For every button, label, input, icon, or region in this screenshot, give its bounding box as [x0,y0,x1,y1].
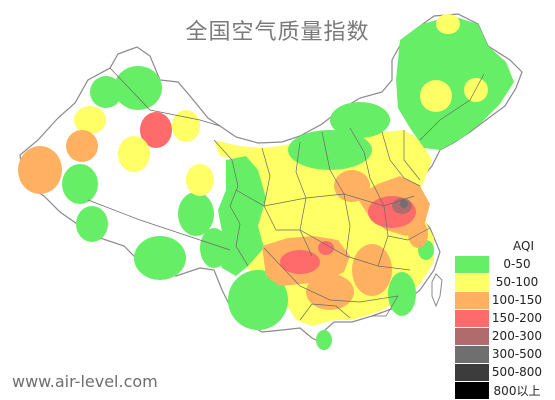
legend-rows: 0-50 50-100 100-150 150-200 200-300 300-500 50… [455,255,545,399]
province-boundaries [87,67,485,321]
region-sensitive-kashgar [18,146,62,194]
region-good-tibet-3 [200,228,228,268]
region-moderate-xinjiang-3 [118,136,150,172]
legend-item: 100-150 [455,291,545,309]
region-good-northeast [396,16,514,150]
legend-item: 500-800 [455,363,545,381]
legend-label: 100-150 [491,293,543,307]
region-good-north [288,130,372,170]
legend-swatch [455,381,489,399]
legend-label: 150-200 [491,311,543,325]
legend-item: 50-100 [455,273,545,291]
region-good-hainan [316,330,332,350]
legend-item: 300-500 [455,345,545,363]
legend-label: 0-50 [503,257,531,271]
region-hazardous-core [400,200,408,208]
region-unhealthy-chongqing [318,241,334,255]
legend-item: 200-300 [455,327,545,345]
aqi-legend: AQI 0-50 50-100 100-150 150-200 200-300 300-5… [455,237,545,399]
taiwan-outline [431,273,443,308]
legend-label: 200-300 [491,329,543,343]
region-moderate-ne-3 [420,80,452,112]
region-good-yunnan [228,270,288,330]
legend-title: AQI [513,239,534,253]
legend-swatch [455,327,489,345]
region-good-xinjiang-south [76,206,108,242]
region-sensitive-hunan [352,244,392,296]
website-watermark: www.air-level.com [12,372,158,391]
region-good-inner-mongolia [330,102,390,138]
legend-swatch [455,363,489,381]
legend-item: 0-50 [455,255,545,273]
legend-swatch [455,255,489,273]
region-sensitive-xinjiang-2 [66,130,98,162]
region-sensitive-yangtze [408,220,428,248]
region-unhealthy-sichuan [280,250,320,274]
legend-item: 800以上 [455,381,545,399]
region-unhealthy-xinjiang [140,112,172,148]
region-good-tibet-2 [178,192,214,236]
region-good-xinjiang-1 [114,66,162,110]
region-good-fujian [388,272,416,316]
legend-item: 150-200 [455,309,545,327]
legend-swatch [455,273,489,291]
legend-label: 800以上 [493,383,541,398]
region-moderate-ne-2 [464,78,488,102]
region-good-hotan [62,164,98,204]
region-good-tibet-1 [134,236,186,280]
legend-swatch [455,345,489,363]
legend-label: 300-500 [491,347,543,361]
region-moderate-xinjiang-1 [74,106,106,134]
region-moderate-ne-1 [436,14,460,34]
region-good-xinjiang-2 [90,76,122,108]
legend-swatch [455,309,489,327]
map-title: 全国空气质量指数 [185,20,370,45]
region-moderate-xinjiang-2 [172,110,200,142]
region-moderate-qinghai [186,164,214,196]
legend-label: 500-800 [491,365,543,379]
legend-swatch [455,291,489,309]
legend-label: 50-100 [495,275,539,289]
